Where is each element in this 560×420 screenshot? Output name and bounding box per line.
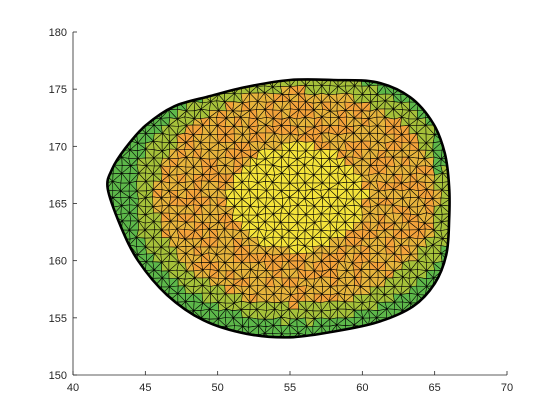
y-tick-label: 150 [49,370,67,382]
y-tick-label: 155 [49,313,67,325]
y-tick-label: 170 [49,141,67,153]
x-tick-label: 45 [139,382,151,394]
y-tick-label: 175 [49,84,67,96]
mesh-face [272,333,282,338]
x-tick-label: 60 [356,382,368,394]
x-tick-label: 70 [501,382,513,394]
axes: 40 45 50 55 60 65 70 150 155 160 165 170 175 180 [49,27,513,394]
shape-outline [106,78,451,339]
x-tick-label: 50 [212,382,224,394]
y-tick-label: 160 [49,256,67,268]
y-tick-label: 180 [49,27,67,39]
x-tick-label: 55 [284,382,296,394]
x-tick-label: 40 [67,382,79,394]
x-tick-label: 65 [429,382,441,394]
y-tick-label: 165 [49,199,67,211]
